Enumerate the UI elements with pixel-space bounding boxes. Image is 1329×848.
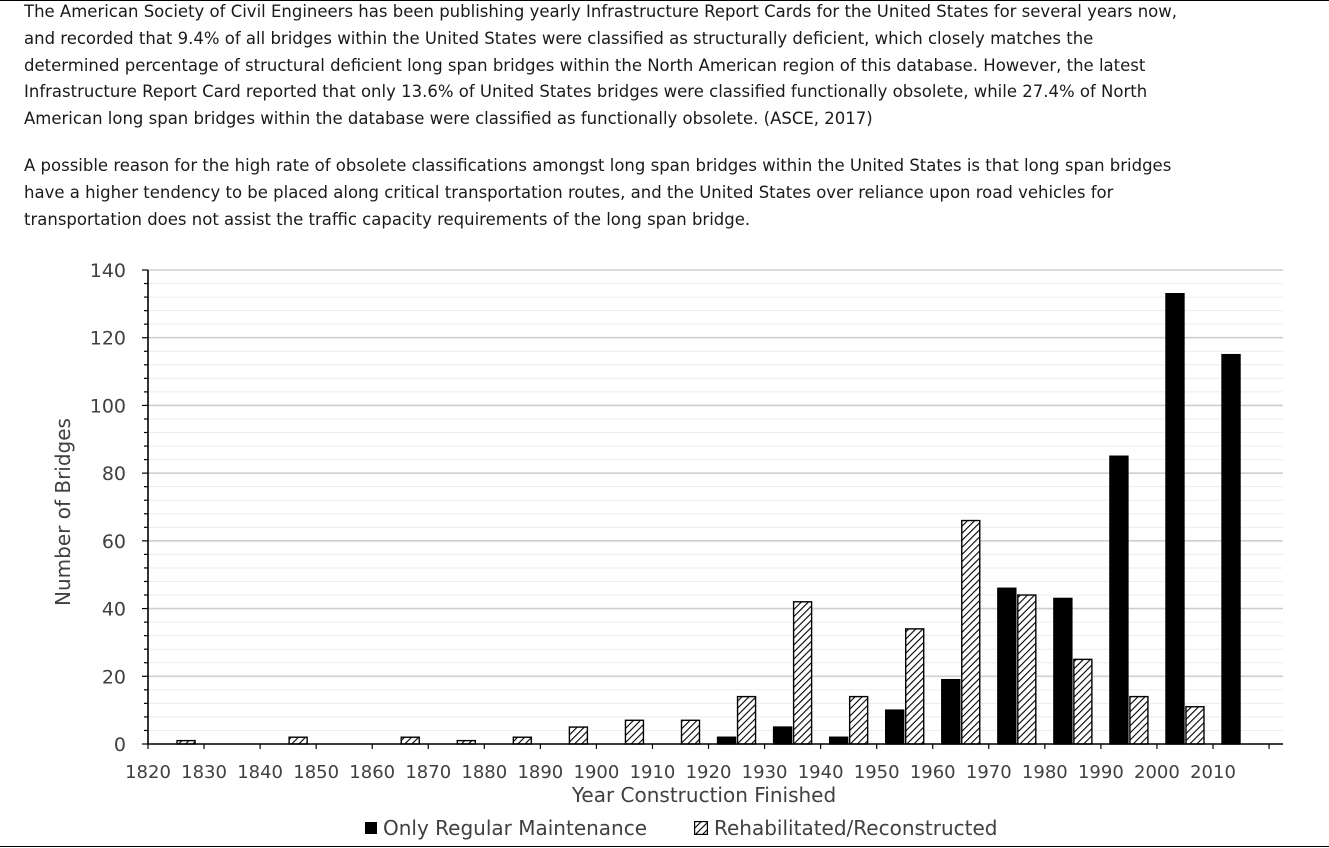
x-tick-label: 1860 — [349, 762, 395, 783]
bar-rehabilitated — [1129, 695, 1149, 745]
x-tick-label: 1850 — [293, 762, 339, 783]
bottom-rule — [0, 846, 1329, 847]
paragraph-obsolete-reason: A possible reason for the high rate of o… — [24, 156, 1172, 229]
y-tick-label: 40 — [102, 599, 126, 621]
x-tick-label: 1840 — [237, 762, 283, 783]
x-tick-label: 1880 — [461, 762, 507, 783]
bridge-construction-chart: 0 20 40 60 80 100 120 140 1820 1830 1840 1850 1860 18… — [51, 260, 1283, 807]
y-tick-label: 0 — [114, 734, 126, 756]
y-tick-label: 20 — [102, 666, 126, 688]
bar-rehabilitated — [680, 719, 701, 745]
y-axis-title: Number of Bridges — [51, 418, 75, 606]
bar-regular-maintenance — [828, 736, 849, 745]
bar-regular-maintenance — [1165, 293, 1185, 745]
top-rule — [0, 0, 1329, 1]
bar-regular-maintenance — [1221, 353, 1241, 745]
bar-rehabilitated — [905, 628, 925, 745]
x-tick-label: 1820 — [125, 762, 171, 783]
bar-rehabilitated — [1185, 706, 1205, 745]
bar-rehabilitated — [848, 695, 869, 745]
x-tick-label: 1870 — [405, 762, 451, 783]
tick-labels: 0 20 40 60 80 100 120 140 1820 1830 1840 1850 1860 18… — [90, 260, 1236, 783]
x-axis-title: Year Construction Finished — [571, 783, 836, 807]
x-tick-label: 1960 — [910, 762, 956, 783]
bars — [176, 293, 1241, 745]
x-tick-label: 1830 — [181, 762, 227, 783]
y-tick-label: 120 — [90, 328, 126, 350]
x-tick-label: 1980 — [1022, 762, 1068, 783]
x-tick-label: 2010 — [1190, 762, 1236, 783]
legend-label: Rehabilitated/Reconstructed — [714, 816, 998, 840]
x-tick-label: 1900 — [574, 762, 620, 783]
x-tick-label: 1920 — [686, 762, 732, 783]
x-tick-label: 1940 — [798, 762, 844, 783]
bar-rehabilitated — [512, 736, 533, 745]
bar-regular-maintenance — [941, 678, 961, 745]
x-tick-label: 2000 — [1134, 762, 1180, 783]
bar-rehabilitated — [1073, 658, 1093, 745]
x-tick-label: 1930 — [742, 762, 788, 783]
gridlines — [148, 269, 1283, 731]
x-tick-label: 1910 — [630, 762, 676, 783]
legend-item-regular-maintenance: Only Regular Maintenance — [365, 816, 647, 840]
bar-regular-maintenance — [885, 709, 905, 745]
y-tick-label: 60 — [102, 531, 126, 553]
axes — [142, 269, 1283, 749]
legend-label: Only Regular Maintenance — [383, 816, 648, 840]
bar-regular-maintenance — [997, 587, 1017, 745]
bar-rehabilitated — [961, 519, 981, 745]
x-tick-label: 1950 — [854, 762, 900, 783]
bar-regular-maintenance — [1053, 597, 1073, 745]
bar-rehabilitated — [400, 736, 420, 745]
solid-swatch-icon — [365, 822, 377, 834]
legend-item-rehabilitated: Rehabilitated/Reconstructed — [694, 816, 998, 840]
bar-rehabilitated — [1017, 594, 1037, 745]
bar-regular-maintenance — [716, 736, 737, 745]
bar-rehabilitated — [568, 726, 589, 745]
y-tick-label: 80 — [102, 463, 126, 485]
bar-regular-maintenance — [1109, 455, 1129, 745]
bar-rehabilitated — [624, 719, 645, 745]
hatched-swatch-icon — [694, 821, 708, 835]
bar-rehabilitated — [288, 736, 308, 745]
y-tick-label: 140 — [90, 260, 126, 282]
bar-regular-maintenance — [772, 726, 793, 745]
x-tick-label: 1970 — [966, 762, 1012, 783]
bar-rehabilitated — [792, 601, 813, 745]
x-tick-label: 1890 — [517, 762, 563, 783]
paragraph-asce-report: The American Society of Civil Engineers … — [24, 2, 1178, 129]
y-tick-label: 100 — [90, 395, 126, 417]
bar-rehabilitated — [736, 695, 757, 745]
x-tick-label: 1990 — [1078, 762, 1124, 783]
